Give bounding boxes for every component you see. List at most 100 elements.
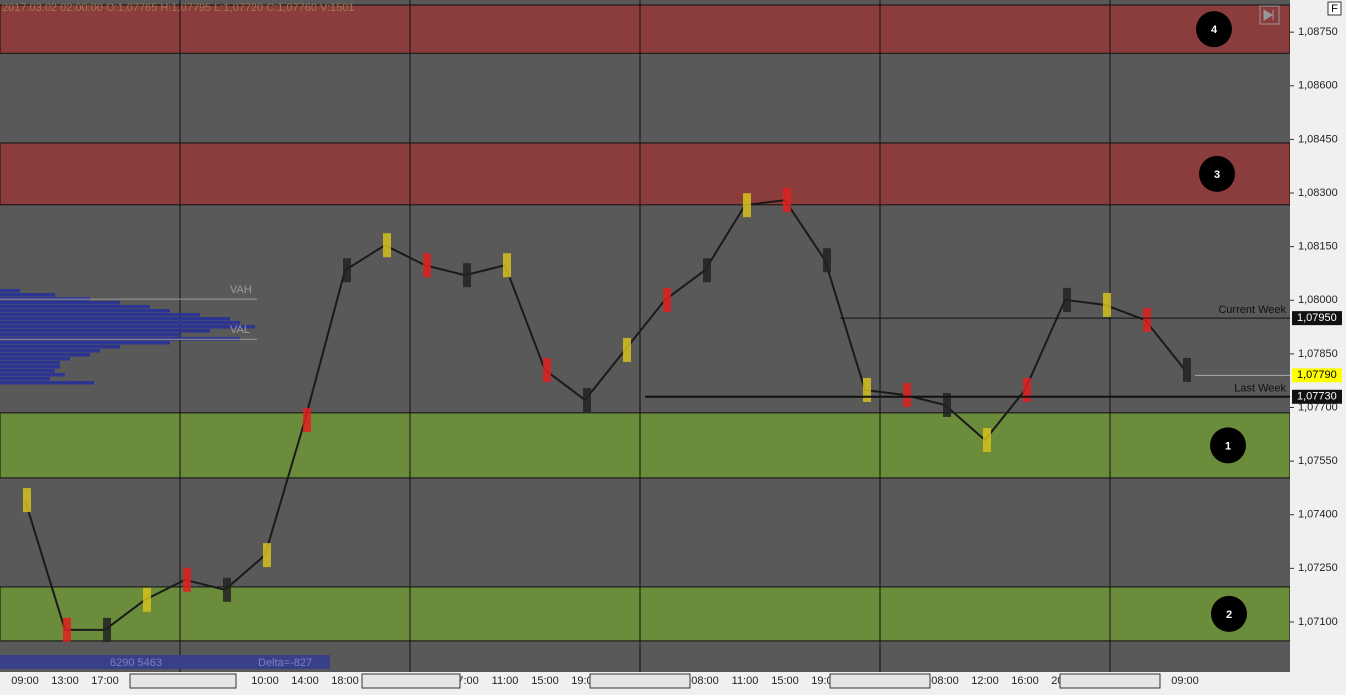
zone-label: 1 (1225, 440, 1231, 452)
x-tick-label: 08:00 (691, 675, 719, 687)
price-profile (503, 253, 511, 278)
volume-profile-bar (0, 353, 90, 357)
price-profile (583, 387, 591, 412)
price-profile (1023, 377, 1031, 402)
volume-profile-bar (0, 325, 255, 329)
zone (0, 142, 1291, 206)
price-profile (263, 543, 271, 568)
x-tick-label: 16:00 (1011, 675, 1039, 687)
price-profile (1063, 287, 1071, 312)
price-profile (543, 357, 551, 382)
level-name: Current Week (1218, 304, 1286, 316)
price-profile (1183, 357, 1191, 382)
price-profile (183, 567, 191, 592)
volume-profile-bar (0, 309, 170, 313)
zone-badge (1196, 11, 1232, 48)
price-profile (743, 193, 751, 218)
price-profile (343, 258, 351, 283)
f-button-label: F (1331, 3, 1338, 15)
date-box (361, 673, 461, 689)
zone-badge (1199, 155, 1235, 192)
ohlc-header: 2017.03.02 02:00:00 O:1,07765 H:1,07795 … (2, 2, 355, 14)
zone-badge (1211, 595, 1247, 632)
plot-area (0, 0, 1290, 672)
zone-label: 3 (1214, 169, 1220, 181)
scroll-end-icon (1263, 9, 1274, 21)
plot-layer: 4 3 1 2 VAH VAL Current Week Last Week (0, 0, 1291, 672)
volume-profile-bar (0, 329, 210, 333)
zone-badge (1210, 427, 1246, 464)
x-tick-label: 14:00 (291, 675, 319, 687)
x-tick-label: 09:00 (1171, 675, 1199, 687)
zone (0, 4, 1291, 54)
price-tag-label: 1,07730 (1297, 391, 1337, 403)
price-tag-label: 1,07950 (1297, 312, 1337, 324)
price-profile (23, 488, 31, 513)
volume-profile-bar (0, 305, 150, 309)
y-tick-label: 1,07850 (1298, 348, 1338, 360)
date-box (129, 673, 237, 689)
zone (0, 586, 1291, 642)
current-price-tag (1292, 368, 1342, 383)
volume-profile-bar (0, 341, 170, 345)
price-profile (783, 188, 791, 213)
price-profile (903, 382, 911, 407)
volume-profile-bar (0, 333, 180, 337)
volume-profile-bar (0, 345, 120, 349)
price-profile (63, 617, 71, 642)
volume-profile-bar (0, 365, 60, 369)
x-tick-label: 13:00 (51, 675, 79, 687)
x-tick-label: 12:00 (971, 675, 999, 687)
zone-label: 2 (1226, 609, 1232, 621)
level-name: Last Week (1234, 383, 1286, 395)
volume-profile-bar (0, 373, 65, 377)
price-profile (223, 577, 231, 602)
footer-volume: 6290 5463 (110, 657, 162, 669)
footer-delta: Delta=-827 (258, 657, 312, 669)
current-price-label: 1,07790 (1297, 369, 1337, 381)
price-profile (663, 287, 671, 312)
y-tick-label: 1,08150 (1298, 241, 1338, 253)
value-area-label: VAH (230, 284, 252, 296)
price-profile (863, 377, 871, 402)
y-tick-label: 1,07700 (1298, 401, 1338, 413)
x-tick-label: 15:00 (771, 675, 799, 687)
volume-profile-bar (0, 381, 94, 385)
y-tick-label: 1,08450 (1298, 133, 1338, 145)
y-tick-label: 1,08000 (1298, 294, 1338, 306)
price-profile (943, 392, 951, 417)
y-tick-label: 1,08600 (1298, 80, 1338, 92)
x-tick-label: 11:00 (492, 675, 519, 687)
volume-profile-bar (0, 289, 20, 293)
price-profile (303, 408, 311, 432)
y-tick-label: 1,08750 (1298, 26, 1338, 38)
volume-profile-bar (0, 357, 70, 361)
y-tick-label: 1,07250 (1298, 562, 1338, 574)
price-profile (1103, 292, 1111, 317)
zone (0, 412, 1291, 479)
zone-label: 4 (1211, 24, 1218, 36)
scroll-end-button[interactable] (1259, 5, 1280, 25)
x-tick-label: 09:00 (11, 675, 39, 687)
volume-profile-bar (0, 369, 55, 373)
y-tick-label: 1,07100 (1298, 616, 1338, 628)
x-tick-label: 08:00 (931, 675, 959, 687)
price-profile (703, 258, 711, 283)
x-tick-label: 15:00 (531, 675, 559, 687)
price-profile (463, 263, 471, 288)
value-area-label: VAL (230, 324, 250, 336)
volume-profile-bar (0, 313, 200, 317)
x-tick-label: 17:00 (91, 675, 119, 687)
price-axis (1290, 0, 1346, 690)
price-profile (383, 233, 391, 258)
f-button[interactable] (1327, 1, 1342, 16)
price-profile (623, 337, 631, 362)
volume-profile-bar (0, 349, 100, 353)
price-profile (143, 587, 151, 612)
volume-profile-bar (0, 377, 50, 381)
price-profile (423, 253, 431, 278)
footer-bar (0, 655, 330, 669)
volume-profile-bar (0, 293, 55, 297)
volume-profile-bar (0, 317, 230, 321)
